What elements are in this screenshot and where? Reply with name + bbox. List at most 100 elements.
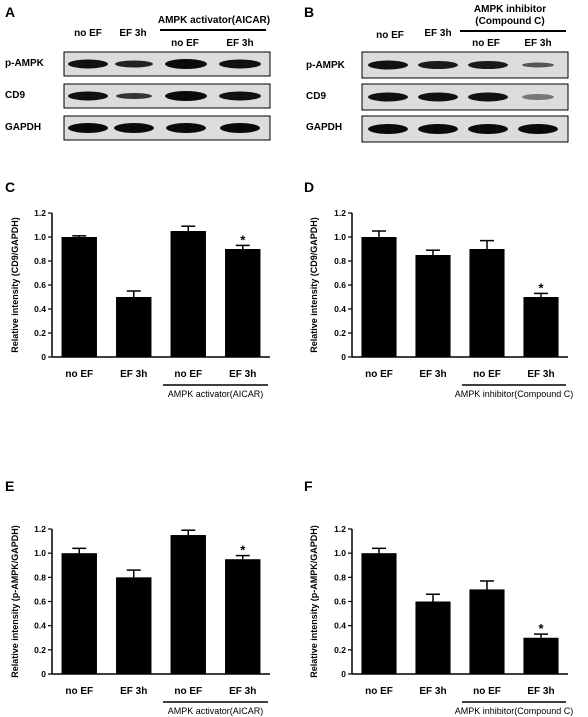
y-tick-label: 1.2	[334, 208, 346, 218]
y-tick-label: 0.2	[34, 645, 46, 655]
x-category-label: no EF	[174, 686, 202, 697]
panel-label-a: A	[5, 4, 15, 20]
y-tick-label: 0	[41, 352, 46, 362]
y-tick-label: 0.2	[334, 328, 346, 338]
bar	[415, 255, 451, 357]
bar	[523, 637, 559, 674]
y-tick-label: 0	[341, 669, 346, 679]
panel-label: F	[304, 478, 313, 494]
y-axis-label: Relative intensity (p-AMPK/GAPDH)	[10, 525, 20, 678]
chart-panel-e: E 0 0.2 0.4 0.6 0.8 1.0 1.2 Relative intensity (…	[5, 478, 270, 716]
lane-header-aicar-ef3h: EF 3h	[226, 38, 253, 49]
y-axis-label: Relative intensity (p-AMPK/GAPDH)	[309, 525, 319, 678]
lane-header-ef3h: EF 3h	[119, 28, 146, 39]
chart-panel-f: F 0 0.2 0.4 0.6 0.8 1.0 1.2 Relative intensity (…	[304, 478, 573, 716]
x-category-label: EF 3h	[229, 369, 256, 380]
y-tick-label: 1.0	[34, 232, 46, 242]
row-label-p-ampk: p-AMPK	[5, 58, 45, 69]
bar	[415, 601, 451, 674]
bar	[61, 553, 97, 674]
x-category-label: EF 3h	[120, 369, 147, 380]
lane-header-aicar-no-ef: no EF	[171, 38, 199, 49]
x-category-label: no EF	[473, 686, 501, 697]
x-category-label: EF 3h	[527, 686, 554, 697]
panel-label: C	[5, 179, 15, 195]
y-tick-label: 0.2	[334, 645, 346, 655]
bar	[170, 231, 206, 357]
bar	[61, 237, 97, 357]
group-title-compound-c: (Compound C)	[475, 16, 544, 27]
x-category-label: EF 3h	[419, 369, 446, 380]
bar	[361, 237, 397, 357]
y-tick-label: 0.8	[34, 256, 46, 266]
row-label-cd9: CD9	[306, 91, 326, 102]
bar	[361, 553, 397, 674]
y-tick-label: 0	[41, 669, 46, 679]
lane-header-ef3h: EF 3h	[424, 28, 451, 39]
y-tick-label: 0.4	[334, 621, 346, 631]
lane-header-cc-no-ef: no EF	[472, 38, 500, 49]
group-title-aicar: AMPK activator(AICAR)	[158, 15, 270, 26]
lane-header-no-ef: no EF	[74, 28, 102, 39]
x-category-label: EF 3h	[527, 369, 554, 380]
significance-mark: *	[538, 621, 544, 636]
y-tick-label: 0.4	[34, 304, 46, 314]
chart-panel-c: C 0 0.2 0.4 0.6 0.8 1.0 1.2 Relative intensity (…	[5, 179, 270, 399]
blot-panel-a: A no EF EF 3h AMPK activator(AICAR) no E…	[5, 4, 271, 141]
y-tick-label: 0.8	[334, 256, 346, 266]
bar	[170, 535, 206, 674]
blot-strip-p-ampk	[63, 51, 271, 77]
lane-header-cc-ef3h: EF 3h	[524, 38, 551, 49]
y-tick-label: 1.2	[34, 524, 46, 534]
y-tick-label: 1.2	[334, 524, 346, 534]
bar	[523, 297, 559, 357]
bar	[469, 249, 505, 357]
row-label-gapdh: GAPDH	[306, 122, 342, 133]
blot-strip-cd9	[63, 83, 271, 109]
blot-panel-b: B no EF EF 3h AMPK inhibitor (Compound C…	[304, 4, 569, 143]
group-label: AMPK inhibitor(Compound C)	[455, 706, 574, 716]
y-axis-label: Relative intensity (CD9/GAPDH)	[10, 217, 20, 353]
y-tick-label: 0.6	[334, 597, 346, 607]
x-category-label: no EF	[65, 369, 93, 380]
bar	[116, 577, 152, 674]
group-label: AMPK activator(AICAR)	[168, 706, 264, 716]
row-label-p-ampk: p-AMPK	[306, 60, 346, 71]
y-axis-label: Relative intensity (CD9/GAPDH)	[309, 217, 319, 353]
bar	[225, 249, 261, 357]
group-title-inhibitor: AMPK inhibitor	[474, 4, 546, 15]
x-category-label: no EF	[65, 686, 93, 697]
blot-strip-gapdh	[361, 115, 569, 143]
x-category-label: no EF	[174, 369, 202, 380]
y-tick-label: 0.6	[334, 280, 346, 290]
y-tick-label: 1.0	[334, 232, 346, 242]
panel-label-b: B	[304, 4, 314, 20]
panel-label: D	[304, 179, 314, 195]
lane-header-no-ef: no EF	[376, 30, 404, 41]
y-tick-label: 1.2	[34, 208, 46, 218]
bar	[469, 589, 505, 674]
y-tick-label: 0.8	[334, 572, 346, 582]
blot-strip-cd9	[361, 83, 569, 111]
group-label: AMPK activator(AICAR)	[168, 389, 264, 399]
y-tick-label: 0.4	[334, 304, 346, 314]
blot-strip-gapdh	[63, 115, 271, 141]
y-tick-label: 1.0	[334, 548, 346, 558]
blot-strip-p-ampk	[361, 51, 569, 79]
group-label: AMPK inhibitor(Compound C)	[455, 389, 574, 399]
y-tick-label: 0.8	[34, 572, 46, 582]
panel-label: E	[5, 478, 14, 494]
bar	[116, 297, 152, 357]
row-label-cd9: CD9	[5, 90, 25, 101]
y-tick-label: 0.6	[34, 597, 46, 607]
significance-mark: *	[240, 543, 246, 558]
chart-panel-d: D 0 0.2 0.4 0.6 0.8 1.0 1.2 Relative intensity (…	[304, 179, 573, 399]
y-tick-label: 0.2	[34, 328, 46, 338]
significance-mark: *	[538, 280, 544, 295]
x-category-label: EF 3h	[229, 686, 256, 697]
x-category-label: no EF	[365, 369, 393, 380]
y-tick-label: 0.4	[34, 621, 46, 631]
y-tick-label: 0.6	[34, 280, 46, 290]
x-category-label: no EF	[473, 369, 501, 380]
